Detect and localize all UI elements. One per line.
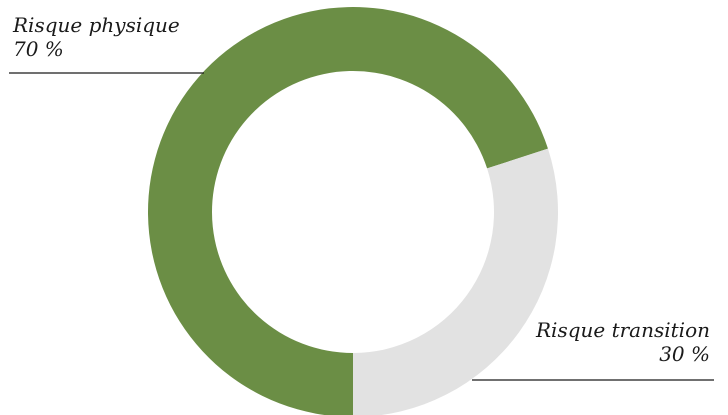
- slice-label-transition-name: Risque transition: [535, 318, 710, 342]
- donut-slices: [148, 7, 558, 415]
- donut-slice-1: [353, 148, 558, 415]
- slice-label-transition-value: 30 %: [659, 342, 710, 366]
- slice-label-transition: Risque transition 30 %: [536, 318, 710, 366]
- donut-slice-0: [148, 7, 548, 415]
- slice-label-physique: Risque physique 70 %: [13, 13, 180, 61]
- slice-label-physique-value: 70 %: [13, 37, 64, 61]
- slice-label-physique-name: Risque physique: [13, 13, 180, 37]
